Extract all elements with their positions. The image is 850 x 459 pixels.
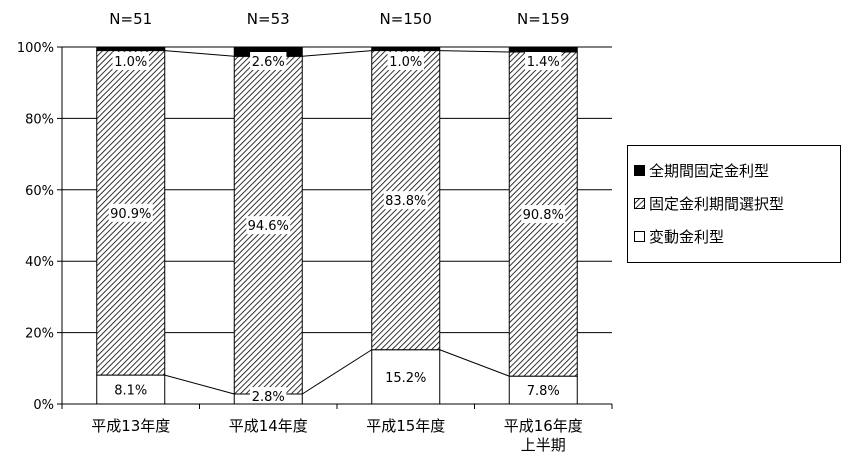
value-label: 8.1% bbox=[114, 384, 147, 399]
bar-segment bbox=[371, 46, 441, 52]
legend-item-fixed-period: 固定金利期間選択型 bbox=[634, 187, 840, 220]
y-tick-label: 40% bbox=[25, 255, 54, 270]
n-label: N=150 bbox=[380, 10, 432, 28]
series-line bbox=[439, 50, 510, 53]
series-lines-layer bbox=[164, 50, 510, 395]
value-label-bg bbox=[521, 205, 566, 224]
series-line bbox=[439, 349, 510, 377]
series-line bbox=[164, 374, 235, 395]
y-tick-label: 100% bbox=[17, 41, 54, 56]
legend-swatch-hatched bbox=[634, 198, 645, 209]
value-label-bg bbox=[250, 52, 287, 70]
category-label: 上半期 bbox=[521, 436, 566, 454]
bar-segment bbox=[371, 349, 441, 405]
series-line bbox=[301, 349, 373, 395]
legend: 全期間固定金利型 固定金利期間選択型 変動金利型 bbox=[627, 145, 841, 263]
bar-segment bbox=[96, 374, 166, 405]
value-label-bg bbox=[525, 52, 562, 70]
category-label: 平成13年度 bbox=[91, 417, 170, 435]
value-label: 94.6% bbox=[248, 219, 289, 234]
value-label: 1.0% bbox=[389, 55, 422, 70]
value-label-bg bbox=[250, 387, 287, 406]
labels-layer: 8.1% 90.9% 1.0% N=51 平成13年度 2.8% 94.6% 2.6% N=53… bbox=[91, 10, 583, 454]
bars-layer bbox=[96, 46, 578, 405]
y-tick-label: 20% bbox=[25, 327, 54, 342]
y-tick-label: 80% bbox=[25, 112, 54, 127]
value-label-bg bbox=[112, 52, 149, 70]
value-label: 83.8% bbox=[385, 194, 426, 209]
category-label: 平成15年度 bbox=[366, 417, 445, 435]
value-label: 2.6% bbox=[252, 55, 285, 70]
value-label: 7.8% bbox=[527, 384, 560, 399]
legend-label: 固定金利期間選択型 bbox=[649, 195, 785, 213]
legend-label: 全期間固定金利型 bbox=[649, 162, 770, 180]
category-label: 平成16年度 bbox=[504, 417, 583, 435]
legend-swatch-white bbox=[634, 231, 645, 242]
value-label-bg bbox=[246, 216, 291, 235]
n-label: N=159 bbox=[517, 10, 569, 28]
legend-item-variable: 変動金利型 bbox=[634, 220, 840, 253]
value-label: 90.8% bbox=[523, 208, 564, 223]
value-label-bg bbox=[387, 52, 424, 70]
n-label: N=53 bbox=[247, 10, 290, 28]
legend-item-fixed-full: 全期間固定金利型 bbox=[634, 154, 840, 187]
value-label: 15.2% bbox=[385, 371, 426, 386]
category-label: 平成14年度 bbox=[229, 417, 308, 435]
series-line bbox=[164, 50, 235, 57]
value-label: 90.9% bbox=[110, 207, 151, 222]
y-tick-label: 60% bbox=[25, 184, 54, 199]
bar-segment bbox=[508, 46, 578, 53]
series-line bbox=[302, 50, 372, 57]
value-label: 1.0% bbox=[114, 55, 147, 70]
axis-layer: 0% 20% 40% 60% 80% 100% bbox=[17, 41, 613, 413]
value-label: 1.4% bbox=[527, 55, 560, 70]
value-label-bg bbox=[108, 203, 153, 222]
value-label-bg bbox=[383, 191, 428, 210]
bar-segment bbox=[508, 375, 578, 405]
legend-label: 変動金利型 bbox=[649, 228, 725, 246]
legend-swatch-solid bbox=[634, 165, 645, 176]
bar-segment bbox=[96, 46, 166, 52]
y-tick-label: 0% bbox=[33, 398, 54, 413]
n-label: N=51 bbox=[109, 10, 152, 28]
value-label: 2.8% bbox=[252, 390, 285, 405]
